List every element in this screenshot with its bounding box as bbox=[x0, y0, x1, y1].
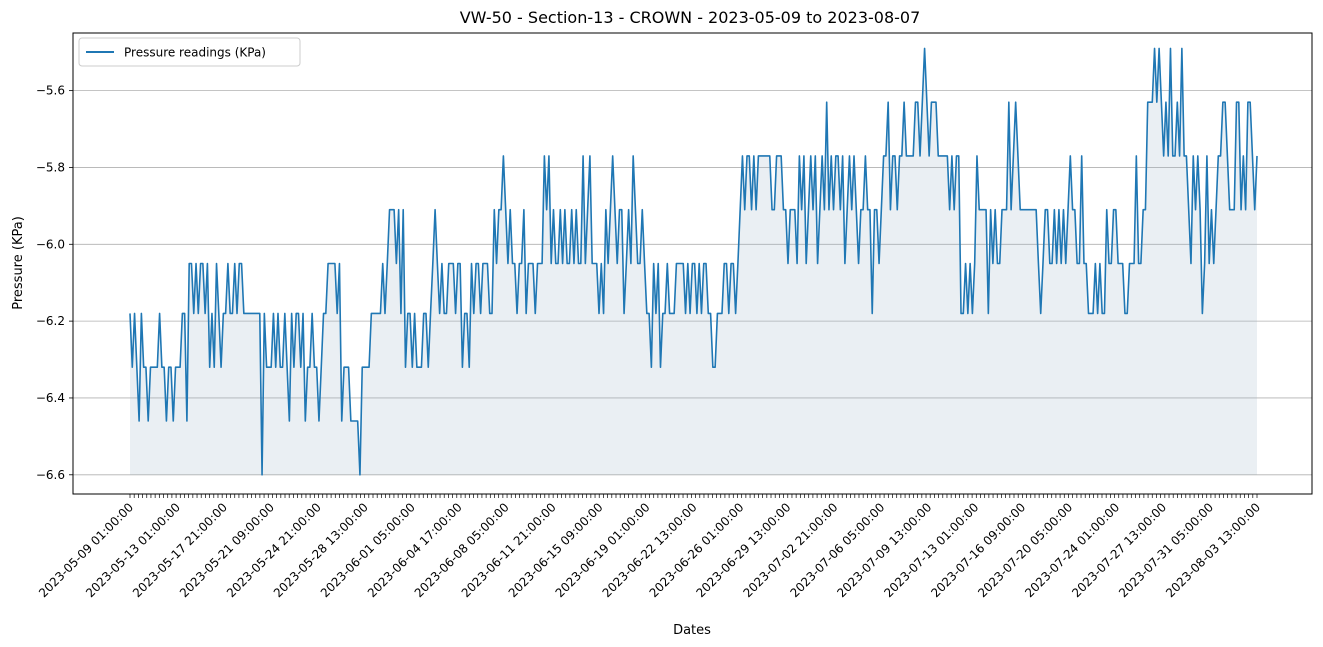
x-axis-label: Dates bbox=[673, 623, 711, 638]
x-tick-label: 2023-05-28 13:00:00 bbox=[271, 500, 371, 600]
x-tick-label: 2023-07-31 05:00:00 bbox=[1116, 500, 1216, 600]
y-tick-label: −6.4 bbox=[36, 391, 65, 405]
x-tick-label: 2023-06-08 05:00:00 bbox=[412, 500, 512, 600]
y-tick-label: −5.6 bbox=[36, 84, 65, 98]
x-tick-label: 2023-06-11 21:00:00 bbox=[459, 500, 559, 600]
x-tick-label: 2023-06-22 13:00:00 bbox=[600, 500, 700, 600]
x-tick-label: 2023-07-06 05:00:00 bbox=[787, 500, 887, 600]
x-tick-label: 2023-06-01 05:00:00 bbox=[318, 500, 418, 600]
x-tick-label: 2023-06-19 01:00:00 bbox=[553, 500, 653, 600]
y-tick-label: −6.0 bbox=[36, 237, 65, 251]
x-tick-label: 2023-05-17 21:00:00 bbox=[130, 500, 230, 600]
legend-box bbox=[78, 37, 301, 67]
plot-frame bbox=[72, 32, 1313, 495]
x-tick-label: 2023-06-04 17:00:00 bbox=[365, 500, 465, 600]
x-tick-label: 2023-05-21 09:00:00 bbox=[177, 500, 277, 600]
x-tick-label: 2023-06-29 13:00:00 bbox=[694, 500, 794, 600]
x-tick-label: 2023-05-13 01:00:00 bbox=[83, 500, 183, 600]
x-tick-label: 2023-07-27 13:00:00 bbox=[1069, 500, 1169, 600]
gridlines bbox=[73, 90, 1312, 476]
legend: Pressure readings (KPa) bbox=[78, 37, 301, 67]
x-tick-label: 2023-05-24 21:00:00 bbox=[224, 500, 324, 600]
x-tick-label: 2023-06-26 01:00:00 bbox=[647, 500, 747, 600]
legend-label: Pressure readings (KPa) bbox=[124, 46, 266, 60]
y-tick-label: −6.2 bbox=[36, 314, 65, 328]
x-tick-label: 2023-05-09 01:00:00 bbox=[36, 500, 136, 600]
x-tick-label: 2023-07-16 09:00:00 bbox=[928, 500, 1028, 600]
x-tick-label: 2023-06-15 09:00:00 bbox=[506, 500, 606, 600]
pressure-fill-area bbox=[130, 48, 1257, 475]
x-tick-label: 2023-07-24 01:00:00 bbox=[1022, 500, 1122, 600]
y-axis-label: Pressure (KPa) bbox=[11, 216, 26, 310]
x-tick-label: 2023-07-13 01:00:00 bbox=[881, 500, 981, 600]
plot-area bbox=[72, 32, 1313, 495]
x-tick-label: 2023-07-20 05:00:00 bbox=[975, 500, 1075, 600]
chart-title: VW-50 - Section-13 - CROWN - 2023-05-09 … bbox=[460, 8, 921, 27]
y-tick-label: −5.8 bbox=[36, 160, 65, 174]
x-tick-label: 2023-07-09 13:00:00 bbox=[834, 500, 934, 600]
x-tick-label: 2023-07-02 21:00:00 bbox=[740, 500, 840, 600]
x-tick-label: 2023-08-03 13:00:00 bbox=[1163, 500, 1263, 600]
y-tick-label: −6.6 bbox=[36, 468, 65, 482]
y-axis: −6.6 −6.4 −6.2 −6.0 −5.8 −5.6 bbox=[36, 84, 73, 482]
pressure-series-line bbox=[129, 47, 1258, 476]
